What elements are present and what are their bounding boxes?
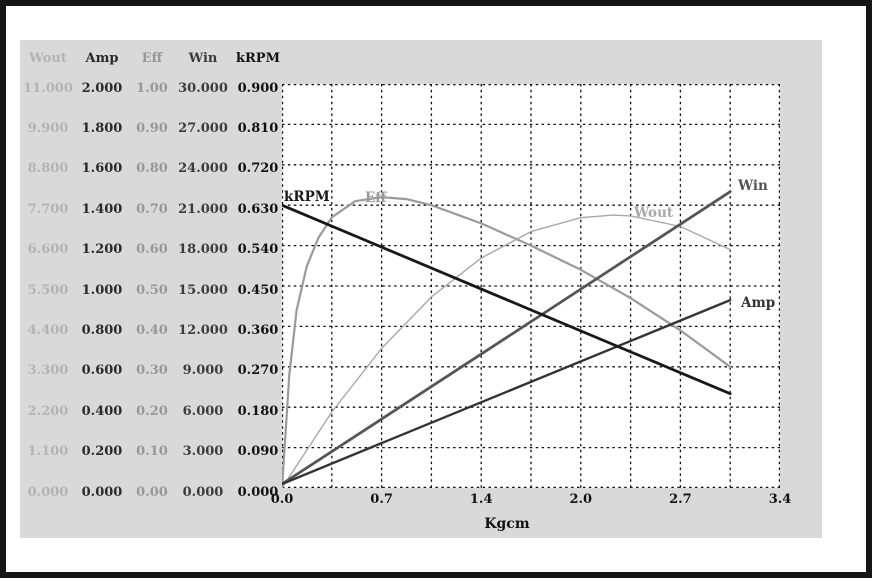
curve-eff bbox=[282, 195, 732, 488]
table-cell-eff: 0.90 bbox=[136, 121, 168, 137]
chart-panel: Wout Amp Eff Win kRPM 11.000 2.000 1.00 30.000 0… bbox=[20, 40, 822, 538]
table-cell-krpm: 0.540 bbox=[237, 242, 279, 258]
curve-label-krpm: kRPM bbox=[284, 189, 330, 205]
table-cell-wout: 3.300 bbox=[27, 363, 69, 379]
x-tick-label: 0.7 bbox=[370, 492, 393, 507]
table-cell-wout: 1.100 bbox=[27, 444, 69, 460]
table-cell-win: 18.000 bbox=[178, 242, 228, 258]
table-cell-amp: 1.000 bbox=[81, 282, 123, 298]
x-tick-label: 2.7 bbox=[669, 492, 692, 507]
axis-table-header: Wout Amp Eff Win kRPM bbox=[22, 50, 284, 66]
plot-area: Eff Wout Win Amp kRPM 0.0 0.7 1.4 2.0 2.7 3.4 Kgc… bbox=[271, 84, 792, 558]
table-row: 0.000 0.000 0.00 0.000 0.000 bbox=[22, 472, 284, 512]
table-cell-krpm: 0.180 bbox=[237, 403, 279, 419]
table-cell-wout: 6.600 bbox=[27, 242, 69, 258]
table-row: 2.200 0.400 0.20 6.000 0.180 bbox=[22, 391, 284, 431]
table-cell-eff: 1.00 bbox=[136, 80, 168, 96]
chart-svg: Eff Wout Win Amp kRPM bbox=[282, 84, 780, 488]
table-cell-eff: 0.20 bbox=[136, 403, 168, 419]
curve-wout bbox=[282, 214, 731, 488]
table-cell-krpm: 0.450 bbox=[237, 282, 279, 298]
column-header-wout: Wout bbox=[29, 50, 67, 66]
table-cell-wout: 9.900 bbox=[27, 121, 69, 137]
table-cell-win: 27.000 bbox=[178, 121, 228, 137]
table-cell-wout: 8.800 bbox=[27, 161, 69, 177]
table-cell-krpm: 0.000 bbox=[237, 484, 279, 500]
x-tick-label: 2.0 bbox=[569, 492, 593, 507]
table-cell-krpm: 0.270 bbox=[237, 363, 279, 379]
table-cell-win: 3.000 bbox=[182, 444, 224, 460]
table-row: 1.100 0.200 0.10 3.000 0.090 bbox=[22, 432, 284, 472]
table-row: 4.400 0.800 0.40 12.000 0.360 bbox=[22, 310, 284, 350]
table-cell-win: 9.000 bbox=[182, 363, 224, 379]
column-header-eff: Eff bbox=[141, 50, 163, 66]
table-cell-win: 30.000 bbox=[178, 80, 228, 96]
x-tick-label: 1.4 bbox=[469, 492, 493, 507]
table-cell-krpm: 0.090 bbox=[237, 444, 279, 460]
table-cell-win: 0.000 bbox=[182, 484, 224, 500]
table-cell-eff: 0.60 bbox=[136, 242, 168, 258]
table-cell-krpm: 0.630 bbox=[237, 201, 279, 217]
table-cell-krpm: 0.810 bbox=[237, 121, 279, 137]
table-cell-eff: 0.80 bbox=[136, 161, 168, 177]
curve-label-amp: Amp bbox=[740, 295, 775, 311]
table-cell-win: 6.000 bbox=[182, 403, 224, 419]
table-cell-amp: 0.800 bbox=[81, 323, 123, 339]
curve-amp bbox=[282, 298, 732, 486]
table-cell-wout: 5.500 bbox=[27, 282, 69, 298]
table-cell-win: 21.000 bbox=[178, 201, 228, 217]
curve-label-eff: Eff bbox=[365, 190, 387, 206]
table-row: 9.900 1.800 0.90 27.000 0.810 bbox=[22, 108, 284, 148]
table-row: 11.000 2.000 1.00 30.000 0.900 bbox=[22, 68, 284, 108]
table-cell-eff: 0.10 bbox=[136, 444, 168, 460]
table-cell-krpm: 0.900 bbox=[237, 80, 279, 96]
table-cell-eff: 0.30 bbox=[136, 363, 168, 379]
column-header-krpm: kRPM bbox=[236, 50, 280, 66]
curve-label-win: Win bbox=[737, 178, 768, 194]
table-cell-amp: 0.000 bbox=[81, 484, 123, 500]
x-axis-label: Kgcm bbox=[484, 516, 530, 532]
table-cell-amp: 1.600 bbox=[81, 161, 123, 177]
table-cell-amp: 0.600 bbox=[81, 363, 123, 379]
curve-win bbox=[282, 190, 732, 486]
curve-label-wout: Wout bbox=[633, 205, 674, 221]
table-row: 8.800 1.600 0.80 24.000 0.720 bbox=[22, 149, 284, 189]
table-cell-amp: 0.400 bbox=[81, 403, 123, 419]
axis-table-body: 11.000 2.000 1.00 30.000 0.900 9.900 1.800 0.90… bbox=[22, 68, 284, 512]
table-cell-wout: 4.400 bbox=[27, 323, 69, 339]
table-cell-amp: 0.200 bbox=[81, 444, 123, 460]
table-cell-wout: 2.200 bbox=[27, 403, 69, 419]
column-header-win: Win bbox=[188, 50, 218, 66]
column-header-amp: Amp bbox=[85, 50, 119, 66]
table-cell-amp: 1.400 bbox=[81, 201, 123, 217]
curve-krpm bbox=[282, 203, 732, 396]
table-row: 7.700 1.400 0.70 21.000 0.630 bbox=[22, 189, 284, 229]
x-axis-ticks: 0.0 0.7 1.4 2.0 2.7 3.4 bbox=[271, 492, 792, 508]
table-cell-krpm: 0.360 bbox=[237, 323, 279, 339]
table-cell-amp: 1.800 bbox=[81, 121, 123, 137]
table-cell-krpm: 0.720 bbox=[237, 161, 279, 177]
table-cell-wout: 11.000 bbox=[23, 80, 73, 96]
table-cell-eff: 0.50 bbox=[136, 282, 168, 298]
table-row: 6.600 1.200 0.60 18.000 0.540 bbox=[22, 230, 284, 270]
table-cell-win: 24.000 bbox=[178, 161, 228, 177]
table-cell-wout: 7.700 bbox=[27, 201, 69, 217]
table-cell-eff: 0.70 bbox=[136, 201, 168, 217]
table-cell-amp: 1.200 bbox=[81, 242, 123, 258]
table-cell-wout: 0.000 bbox=[27, 484, 69, 500]
table-row: 5.500 1.000 0.50 15.000 0.450 bbox=[22, 270, 284, 310]
table-cell-amp: 2.000 bbox=[81, 80, 123, 96]
table-row: 3.300 0.600 0.30 9.000 0.270 bbox=[22, 351, 284, 391]
table-cell-win: 15.000 bbox=[178, 282, 228, 298]
axis-value-table: Wout Amp Eff Win kRPM 11.000 2.000 1.00 30.000 0… bbox=[22, 40, 284, 526]
x-tick-label: 3.4 bbox=[768, 492, 792, 507]
table-cell-win: 12.000 bbox=[178, 323, 228, 339]
table-cell-eff: 0.00 bbox=[136, 484, 168, 500]
table-cell-eff: 0.40 bbox=[136, 323, 168, 339]
x-tick-label: 0.0 bbox=[270, 492, 294, 507]
